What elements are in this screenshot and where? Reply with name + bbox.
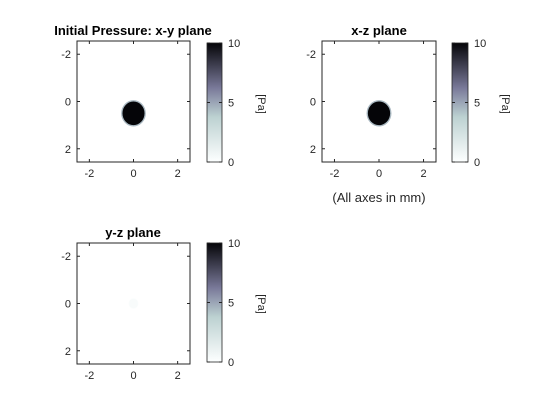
y-tick-label-xz-1: 0 bbox=[310, 97, 316, 109]
x-tick-label-xz-1: 0 bbox=[376, 168, 382, 180]
title-xy: Initial Pressure: x-y plane bbox=[54, 23, 212, 38]
x-tick-label-yz-1: 0 bbox=[130, 370, 136, 382]
pressure-disc-xy bbox=[122, 101, 145, 126]
y-tick-label-xy-0: -2 bbox=[61, 49, 71, 61]
title-yz: y-z plane bbox=[105, 225, 161, 240]
axes-units-note: (All axes in mm) bbox=[332, 190, 425, 205]
y-tick-label-xy-2: 2 bbox=[65, 144, 71, 156]
pressure-disc-yz bbox=[129, 298, 138, 309]
colorbar-tick-label-yz-2: 10 bbox=[228, 238, 240, 250]
x-tick-label-yz-0: -2 bbox=[84, 370, 94, 382]
panel-xz: x-z plane -2 0 2 -2 0 2 0 5 10 [Pa] (All axes i… bbox=[306, 23, 511, 205]
x-tick-label-xy-2: 2 bbox=[175, 168, 181, 180]
x-tick-label-xz-0: -2 bbox=[330, 168, 340, 180]
colorbar-tick-label-xy-1: 5 bbox=[228, 98, 234, 110]
y-tick-label-xy-1: 0 bbox=[65, 97, 71, 109]
colorbar-tick-label-xy-2: 10 bbox=[228, 38, 240, 50]
panel-xy: Initial Pressure: x-y plane -2 0 2 -2 0 2 0 5 1… bbox=[54, 23, 267, 180]
title-xz: x-z plane bbox=[351, 23, 407, 38]
panel-yz: y-z plane -2 0 2 -2 0 2 0 5 10 [Pa] bbox=[61, 225, 267, 382]
y-tick-label-xz-0: -2 bbox=[306, 49, 316, 61]
pressure-disc-xz bbox=[367, 101, 391, 126]
y-tick-label-yz-0: -2 bbox=[61, 251, 71, 263]
colorbar-tick-label-xz-0: 0 bbox=[474, 157, 480, 169]
colorbar-label-yz: [Pa] bbox=[255, 294, 267, 314]
x-tick-label-xz-2: 2 bbox=[420, 168, 426, 180]
x-tick-label-yz-2: 2 bbox=[175, 370, 181, 382]
colorbar-tick-label-xz-2: 10 bbox=[474, 38, 486, 50]
colorbar-label-xz: [Pa] bbox=[499, 94, 511, 114]
colorbar-label-xy: [Pa] bbox=[255, 94, 267, 114]
colorbar-tick-label-yz-1: 5 bbox=[228, 298, 234, 310]
y-tick-label-yz-1: 0 bbox=[65, 299, 71, 311]
x-tick-label-xy-0: -2 bbox=[84, 168, 94, 180]
colorbar-tick-label-xz-1: 5 bbox=[474, 98, 480, 110]
x-tick-label-xy-1: 0 bbox=[130, 168, 136, 180]
colorbar-tick-label-xy-0: 0 bbox=[228, 157, 234, 169]
colorbar-tick-label-yz-0: 0 bbox=[228, 357, 234, 369]
y-tick-label-xz-2: 2 bbox=[310, 144, 316, 156]
y-tick-label-yz-2: 2 bbox=[65, 346, 71, 358]
